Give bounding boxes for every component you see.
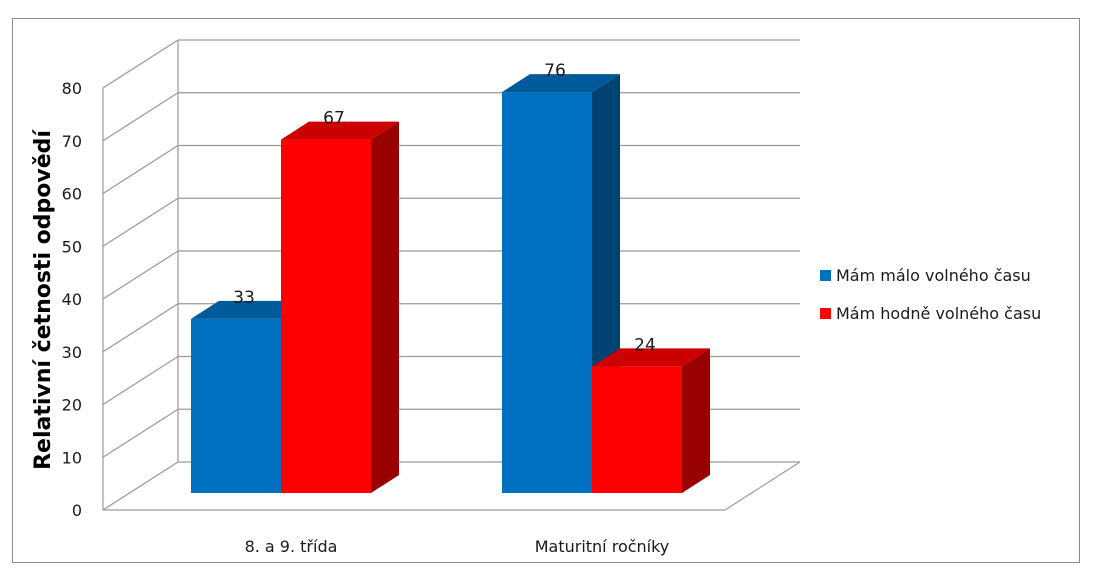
bar-front-face	[502, 92, 592, 493]
gridline-side-0	[102, 461, 179, 511]
bar-top-face	[281, 121, 399, 140]
y-axis-title: Relativní četnosti odpovědí	[31, 129, 56, 470]
bar-side-face	[371, 121, 399, 493]
bar-hodne-trida	[281, 121, 399, 493]
y-tick-label-0: 0	[72, 501, 82, 520]
bar-hodne-maturitni	[592, 348, 710, 493]
data-label-hodne-trida: 67	[323, 109, 345, 129]
gridline-side-20	[102, 355, 179, 406]
x-category-label-trida: 8. a 9. třída	[245, 537, 338, 556]
bar-front-face	[592, 366, 682, 493]
y-tick-label-40: 40	[62, 290, 82, 309]
legend: Mám málo volného času Mám hodně volného č…	[820, 266, 1041, 323]
bar-top-face	[502, 74, 620, 93]
data-labels: 33 67 76 24	[233, 61, 656, 355]
bars	[191, 74, 710, 493]
gridline-side-30	[102, 303, 179, 353]
y-tick-label-50: 50	[62, 237, 82, 256]
gridline-side-50	[102, 197, 179, 247]
floor-front-edge	[103, 461, 801, 511]
bar-top-face	[191, 300, 309, 319]
data-label-malo-maturitni: 76	[544, 61, 566, 81]
y-tick-label-20: 20	[62, 396, 82, 415]
x-category-labels: 8. a 9. třída Maturitní ročníky	[245, 537, 670, 556]
legend-label-hodne: Mám hodně volného času	[836, 304, 1041, 323]
legend-swatch-hodne	[820, 308, 831, 319]
bar-front-face	[281, 139, 371, 493]
gridline-side-60	[102, 144, 179, 195]
legend-label-malo: Mám málo volného času	[836, 266, 1031, 285]
y-tick-label-70: 70	[62, 132, 82, 151]
bar-front-face	[191, 318, 281, 493]
gridline-side-80	[102, 39, 179, 89]
y-tick-label-60: 60	[62, 185, 82, 204]
gridline-side-70	[102, 92, 179, 142]
y-tick-labels: 0 10 20 30 40 50 60 70 80	[62, 79, 82, 520]
y-tick-label-30: 30	[62, 343, 82, 362]
y-tick-label-10: 10	[62, 448, 82, 467]
x-category-label-maturitni: Maturitní ročníky	[535, 537, 670, 556]
gridline-side-10	[102, 408, 179, 458]
legend-swatch-malo	[820, 270, 831, 281]
chart-floor	[103, 461, 801, 511]
bar-side-face	[682, 348, 710, 493]
bar-top-face	[592, 348, 710, 367]
y-tick-label-80: 80	[62, 79, 82, 98]
data-label-hodne-maturitni: 24	[634, 335, 656, 355]
data-label-malo-trida: 33	[233, 288, 255, 308]
gridline-side-40	[102, 250, 179, 300]
